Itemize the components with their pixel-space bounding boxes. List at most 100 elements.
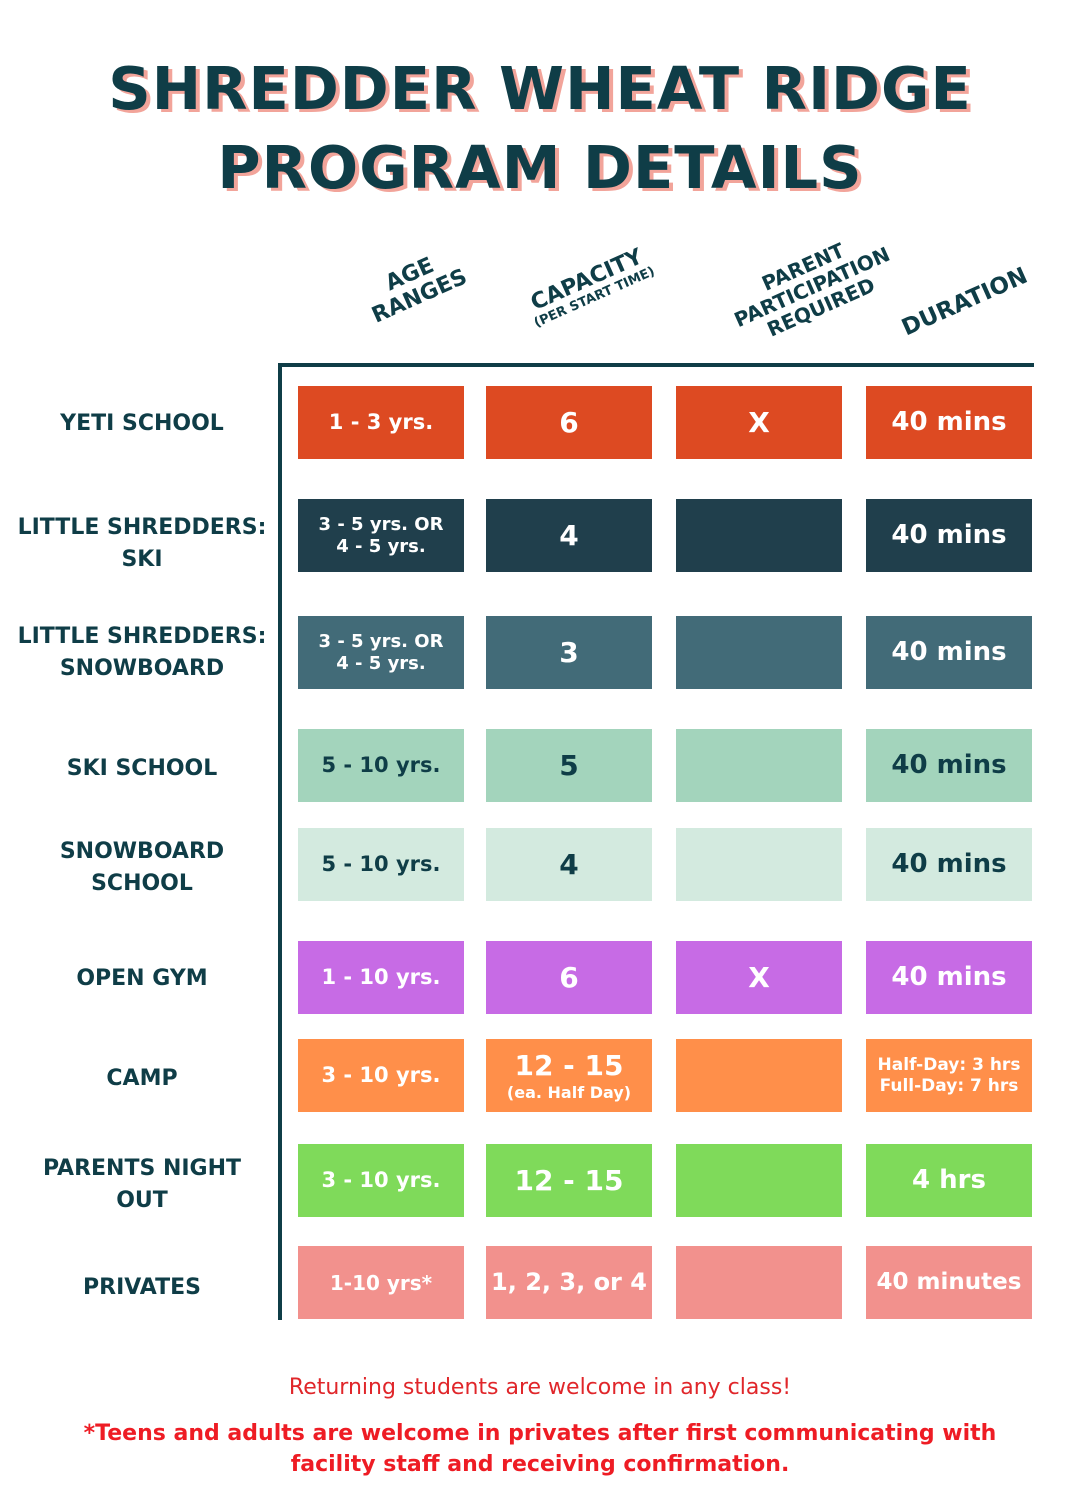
capacity-cell: 6	[486, 386, 652, 459]
capacity-cell-value: 6	[559, 960, 579, 994]
age-range-cell-value: 1-10 yrs*	[329, 1270, 433, 1295]
duration-cell: 40 mins	[866, 941, 1032, 1014]
table-left-rule	[278, 366, 282, 1320]
capacity-cell-value: 6	[559, 405, 579, 439]
footer-note-returning: Returning students are welcome in any cl…	[288, 1375, 792, 1400]
age-range-cell: 3 - 5 yrs. OR 4 - 5 yrs.	[298, 499, 464, 572]
duration-cell: 40 mins	[866, 386, 1032, 459]
capacity-cell: 12 - 15	[486, 1144, 652, 1217]
row-label: LITTLE SHREDDERS: SNOWBOARD	[10, 613, 274, 693]
capacity-cell: 12 - 15 (ea. Half Day)	[486, 1039, 652, 1112]
age-range-cell-subvalue: 4 - 5 yrs.	[336, 652, 426, 674]
row-label-line2: SKI	[121, 547, 163, 572]
row-label-line2: OUT	[116, 1188, 168, 1213]
row-label-line2: SCHOOL	[91, 871, 193, 896]
duration-cell: Half-Day: 3 hrs Full-Day: 7 hrs	[866, 1039, 1032, 1112]
row-label-line1: LITTLE SHREDDERS:	[17, 515, 267, 540]
parent-participation-cell	[676, 1144, 842, 1217]
duration-cell: 40 minutes	[866, 1246, 1032, 1319]
row-label-text: PRIVATES	[83, 1272, 201, 1304]
duration-cell: 40 mins	[866, 729, 1032, 802]
row-label: LITTLE SHREDDERS: SKI	[10, 504, 274, 584]
duration-cell-value: 40 mins	[891, 749, 1007, 780]
capacity-cell: 5	[486, 729, 652, 802]
parent-participation-cell-value: X	[748, 405, 770, 439]
duration-cell-value: 40 mins	[891, 848, 1007, 879]
row-label-line1: YETI SCHOOL	[60, 411, 224, 436]
parent-participation-cell	[676, 1039, 842, 1112]
capacity-cell: 1, 2, 3, or 4	[486, 1246, 652, 1319]
duration-cell-subvalue: Full-Day: 7 hrs	[879, 1075, 1019, 1096]
parent-participation-cell	[676, 729, 842, 802]
capacity-cell-value: 12 - 15	[514, 1049, 624, 1083]
row-label-line1: SKI SCHOOL	[66, 756, 218, 781]
row-label-text: LITTLE SHREDDERS: SNOWBOARD	[18, 621, 267, 685]
table-top-rule	[278, 363, 1034, 367]
capacity-cell: 3	[486, 616, 652, 689]
capacity-cell-value: 5	[559, 748, 579, 782]
capacity-cell-value: 1, 2, 3, or 4	[491, 1268, 647, 1297]
row-label-line1: CAMP	[106, 1066, 178, 1091]
age-range-cell-value: 1 - 3 yrs.	[328, 409, 434, 434]
age-range-cell: 1 - 3 yrs.	[298, 386, 464, 459]
capacity-cell-subvalue: (ea. Half Day)	[506, 1082, 632, 1102]
row-label-line1: PRIVATES	[83, 1275, 201, 1300]
column-header-parent-participation: PARENT PARTICIPATION REQUIRED	[707, 216, 917, 358]
parent-participation-cell	[676, 828, 842, 901]
parent-participation-cell	[676, 499, 842, 572]
age-range-cell-value: 5 - 10 yrs.	[321, 752, 441, 777]
capacity-cell: 4	[486, 828, 652, 901]
row-label: PARENTS NIGHT OUT	[10, 1145, 274, 1225]
row-label-text: OPEN GYM	[76, 963, 207, 995]
row-label-line2: SNOWBOARD	[59, 656, 225, 681]
capacity-cell-value: 3	[559, 635, 579, 669]
capacity-cell-value: 4	[559, 847, 579, 881]
row-label-text: SNOWBOARD SCHOOL	[60, 836, 224, 900]
capacity-cell-value: 4	[559, 518, 579, 552]
duration-cell: 40 mins	[866, 499, 1032, 572]
duration-cell-value: 40 mins	[891, 406, 1007, 437]
row-label: SKI SCHOOL	[10, 729, 274, 809]
parent-participation-cell	[676, 1246, 842, 1319]
duration-cell: 4 hrs	[866, 1144, 1032, 1217]
age-range-cell: 1 - 10 yrs.	[298, 941, 464, 1014]
row-label: PRIVATES	[10, 1248, 274, 1328]
column-header-capacity: CAPACITY (PER START TIME)	[505, 235, 676, 339]
age-range-cell-value: 5 - 10 yrs.	[321, 851, 441, 876]
age-range-cell: 5 - 10 yrs.	[298, 729, 464, 802]
age-range-cell: 3 - 10 yrs.	[298, 1144, 464, 1217]
row-label: CAMP	[10, 1039, 274, 1119]
row-label: SNOWBOARD SCHOOL	[10, 828, 274, 908]
age-range-cell: 3 - 5 yrs. OR 4 - 5 yrs.	[298, 616, 464, 689]
age-range-cell-value: 3 - 5 yrs. OR	[318, 513, 444, 535]
duration-cell-value: 40 minutes	[876, 1268, 1022, 1295]
age-range-cell-value: 3 - 10 yrs.	[321, 1062, 441, 1087]
age-range-cell-value: 3 - 5 yrs. OR	[318, 630, 444, 652]
parent-participation-cell: X	[676, 386, 842, 459]
footer-note-teens-adults: *Teens and adults are welcome in private…	[83, 1421, 997, 1477]
capacity-cell: 4	[486, 499, 652, 572]
age-range-cell: 5 - 10 yrs.	[298, 828, 464, 901]
parent-participation-cell: X	[676, 941, 842, 1014]
capacity-cell-value: 12 - 15	[514, 1163, 624, 1197]
duration-cell-value: Half-Day: 3 hrs	[877, 1055, 1021, 1076]
duration-cell-value: 40 mins	[891, 961, 1007, 992]
row-label-text: PARENTS NIGHT OUT	[43, 1153, 241, 1217]
row-label: YETI SCHOOL	[10, 384, 274, 464]
age-range-cell-subvalue: 4 - 5 yrs.	[336, 535, 426, 557]
duration-cell-value: 40 mins	[891, 636, 1007, 667]
row-label-line1: PARENTS NIGHT	[42, 1156, 242, 1181]
row-label: OPEN GYM	[10, 939, 274, 1019]
duration-cell-value: 4 hrs	[912, 1164, 986, 1195]
duration-cell: 40 mins	[866, 616, 1032, 689]
parent-participation-cell	[676, 616, 842, 689]
age-range-cell-value: 1 - 10 yrs.	[321, 964, 441, 989]
page-title-line-1: SHREDDER WHEAT RIDGE	[108, 54, 972, 123]
row-label-line1: LITTLE SHREDDERS:	[17, 624, 267, 649]
column-header-age-ranges: AGE RANGES	[341, 236, 489, 337]
row-label-text: SKI SCHOOL	[67, 753, 218, 785]
row-label-text: YETI SCHOOL	[60, 408, 224, 440]
page-title-line-2: PROGRAM DETAILS	[217, 133, 863, 202]
row-label-line1: SNOWBOARD	[59, 839, 225, 864]
age-range-cell-value: 3 - 10 yrs.	[321, 1167, 441, 1192]
